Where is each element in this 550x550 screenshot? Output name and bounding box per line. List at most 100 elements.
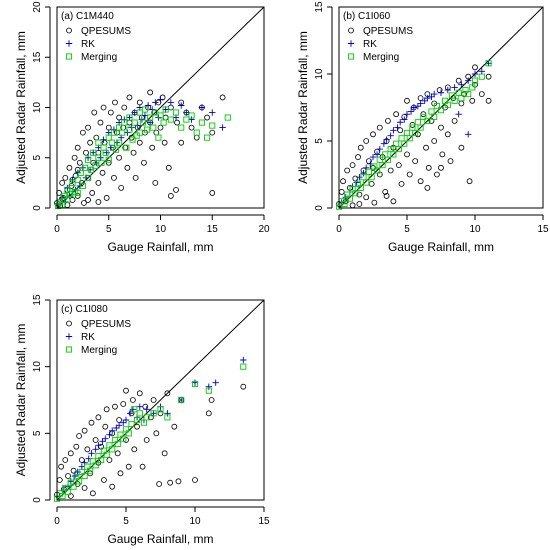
qpesums-point (95, 414, 102, 421)
merging-point (458, 95, 465, 102)
rk-point (424, 94, 431, 102)
qpesums-point (363, 138, 370, 144)
rk-point (465, 131, 472, 138)
panel-label: (b) C1I060 (343, 11, 391, 22)
merging-point (209, 122, 216, 129)
merging-point (95, 154, 102, 161)
x-tick-label: 15 (207, 224, 219, 235)
qpesums-point (458, 144, 465, 151)
rk-point (157, 96, 164, 103)
y-tick-label: 0 (32, 205, 43, 211)
x-tick-label: 20 (258, 224, 270, 235)
qpesums-point (162, 114, 169, 121)
qpesums-point (114, 450, 121, 457)
merging-point (379, 162, 386, 169)
rk-point (92, 446, 99, 453)
rk-point (178, 396, 185, 404)
rk-point (136, 403, 143, 410)
qpesums-point (167, 479, 174, 486)
qpesums-point (404, 151, 410, 158)
rk-point (99, 438, 106, 445)
rk-point (401, 116, 408, 123)
qpesums-point (338, 189, 345, 195)
qpesums-point (387, 167, 394, 174)
qpesums-point (439, 151, 446, 158)
rk-point (67, 478, 74, 485)
qpesums-point (165, 164, 172, 171)
y-axis-label: Adjusted Radar Rainfall, mm (14, 324, 28, 477)
panel-a: 0 5 10 15 20 Gauge Rainfall, mm 0 5 10 15 20 Adjust… (14, 1, 270, 254)
rk-point (485, 60, 492, 67)
qpesums-point (129, 397, 136, 403)
y-axis-label: Adjusted Radar Rainfall, mm (296, 31, 310, 184)
qpesums-point (120, 401, 127, 407)
qpesums-point (349, 162, 356, 169)
rk-point (90, 149, 97, 156)
merging-point (64, 488, 72, 496)
rk-point (428, 93, 435, 100)
x-tick-label: 10 (155, 224, 167, 235)
rk-point (178, 102, 185, 109)
qpesums-point (132, 174, 139, 181)
merging-point (125, 430, 132, 437)
y-tick-label: 0 (314, 205, 325, 211)
qpesums-point (141, 159, 147, 166)
merging-point (485, 60, 492, 67)
qpesums-point (71, 154, 78, 161)
merging-point (116, 124, 123, 131)
qpesums-point (173, 187, 179, 193)
qpesums-point (109, 483, 116, 490)
merging-point (105, 134, 112, 141)
qpesums-point (87, 139, 94, 146)
qpesums-point (383, 193, 390, 199)
y-tick-label: 10 (314, 68, 325, 80)
merging-point (384, 156, 392, 163)
qpesums-point (472, 64, 478, 71)
rk-point (122, 416, 130, 424)
legend-rk-icon (65, 333, 73, 340)
merging-point (224, 114, 231, 121)
merging-point (119, 129, 126, 136)
series-rk (338, 60, 492, 206)
rk-point (397, 119, 404, 126)
qpesums-point (153, 129, 160, 136)
merging-point (103, 451, 110, 458)
merging-point (76, 478, 83, 485)
merging-point (121, 119, 128, 126)
merging-point (88, 166, 95, 173)
merging-point (368, 174, 375, 181)
rk-point (150, 410, 157, 417)
qpesums-point (123, 387, 129, 394)
merging-point (116, 139, 123, 146)
rk-point (82, 174, 90, 182)
merging-point (433, 103, 440, 110)
y-tick-label: 15 (32, 51, 43, 63)
qpesums-point (101, 139, 108, 146)
merging-point (178, 124, 185, 131)
qpesums-point (99, 169, 106, 176)
merging-point (412, 129, 419, 137)
merging-point (70, 483, 77, 490)
plot-frame (56, 6, 265, 209)
merging-point (390, 151, 397, 158)
series-merging (54, 106, 231, 210)
rk-point (71, 472, 79, 480)
qpesums-point (91, 109, 98, 116)
qpesums-point (65, 473, 71, 479)
merging-point (81, 472, 88, 480)
merging-point (365, 168, 372, 175)
merging-point (406, 135, 413, 142)
merging-point (147, 114, 154, 121)
merging-point (357, 184, 364, 191)
rk-point (451, 84, 458, 91)
qpesums-point (193, 134, 200, 141)
merging-point (465, 91, 472, 98)
qpesums-point (67, 450, 74, 457)
legend-merging-icon (347, 53, 355, 60)
qpesums-point (107, 109, 114, 116)
qpesums-point (382, 189, 389, 195)
qpesums-point (355, 154, 361, 160)
rk-point (88, 450, 95, 457)
y-axis-label: Adjusted Radar Rainfall, mm (14, 31, 28, 184)
